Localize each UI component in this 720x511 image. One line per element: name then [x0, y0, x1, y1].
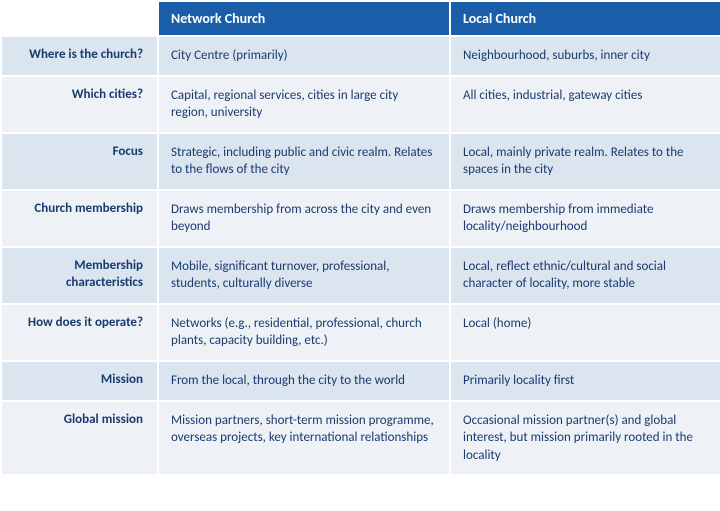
table-header-row: Network Church Local Church — [2, 2, 720, 35]
row-label: Global mission — [2, 402, 157, 475]
cell-local: Local (home) — [451, 305, 720, 360]
row-label: How does it operate? — [2, 305, 157, 360]
table-row: Church membership Draws membership from … — [2, 191, 720, 246]
table-row: How does it operate? Networks (e.g., res… — [2, 305, 720, 360]
cell-network: From the local, through the city to the … — [159, 362, 449, 400]
row-label: Mission — [2, 362, 157, 400]
table-row: Focus Strategic, including public and ci… — [2, 134, 720, 189]
row-label: Membership characteristics — [2, 248, 157, 303]
table-row: Membership characteristics Mobile, signi… — [2, 248, 720, 303]
cell-local: Local, mainly private realm. Relates to … — [451, 134, 720, 189]
cell-network: Networks (e.g., residential, professiona… — [159, 305, 449, 360]
row-label: Where is the church? — [2, 37, 157, 75]
cell-network: Capital, regional services, cities in la… — [159, 77, 449, 132]
cell-local: Occasional mission partner(s) and global… — [451, 402, 720, 475]
cell-local: Draws membership from immediate locality… — [451, 191, 720, 246]
header-network: Network Church — [159, 2, 449, 35]
row-label: Church membership — [2, 191, 157, 246]
table-row: Global mission Mission partners, short-t… — [2, 402, 720, 475]
table-row: Where is the church? City Centre (primar… — [2, 37, 720, 75]
comparison-table: Network Church Local Church Where is the… — [0, 0, 720, 476]
cell-local: Local, reflect ethnic/cultural and socia… — [451, 248, 720, 303]
table-row: Mission From the local, through the city… — [2, 362, 720, 400]
cell-network: Draws membership from across the city an… — [159, 191, 449, 246]
cell-local: All cities, industrial, gateway cities — [451, 77, 720, 132]
header-label-cell — [2, 2, 157, 35]
cell-network: City Centre (primarily) — [159, 37, 449, 75]
cell-local: Primarily locality first — [451, 362, 720, 400]
row-label: Focus — [2, 134, 157, 189]
cell-local: Neighbourhood, suburbs, inner city — [451, 37, 720, 75]
cell-network: Strategic, including public and civic re… — [159, 134, 449, 189]
cell-network: Mission partners, short-term mission pro… — [159, 402, 449, 475]
row-label: Which cities? — [2, 77, 157, 132]
header-local: Local Church — [451, 2, 720, 35]
cell-network: Mobile, significant turnover, profession… — [159, 248, 449, 303]
table-row: Which cities? Capital, regional services… — [2, 77, 720, 132]
